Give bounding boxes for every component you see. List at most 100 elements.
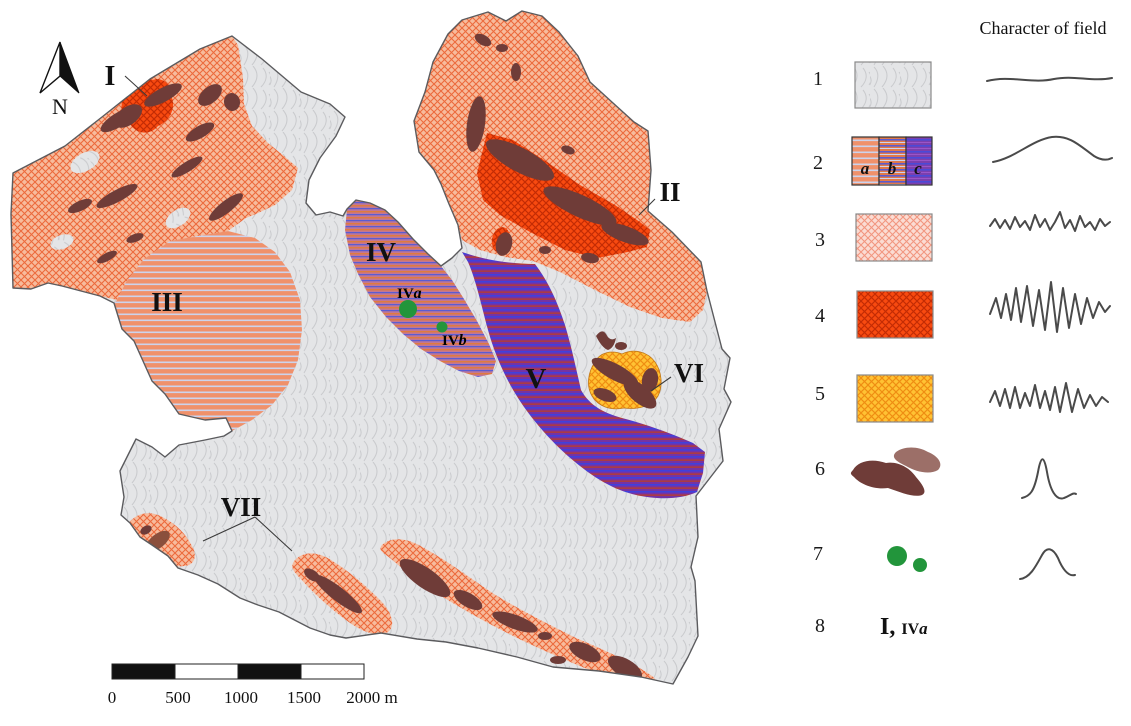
region-label-II: II <box>659 177 680 207</box>
brown-body <box>96 183 138 209</box>
gray-window <box>70 150 100 174</box>
brown-body <box>485 139 555 181</box>
region-III <box>114 231 302 431</box>
brown-body-light <box>893 447 941 473</box>
region-label-VI: VI <box>674 358 704 388</box>
point-IVa-dot <box>399 300 417 318</box>
legend-num-3: 3 <box>815 229 825 251</box>
brown-body <box>453 589 483 611</box>
brown-body <box>591 357 639 387</box>
point-label-IVb: IVb <box>442 332 467 349</box>
field-curve-5-medium-jitter <box>989 382 1109 413</box>
brown-body <box>615 342 627 350</box>
legend-num-6: 6 <box>815 458 825 480</box>
brown-body <box>561 145 575 155</box>
region-label-VII: VII <box>221 492 262 522</box>
legend-num-1: 1 <box>813 68 823 90</box>
legend-num-7: 7 <box>813 543 823 565</box>
brown-body <box>185 122 215 142</box>
brown-body <box>495 232 513 256</box>
green-dot-small <box>913 558 927 572</box>
leader-line-region-II <box>638 198 656 216</box>
field-curve-4-large-jitter <box>989 281 1111 333</box>
brown-bodies-northwest <box>68 83 243 277</box>
brown-body <box>543 186 617 226</box>
region-IV <box>345 200 496 377</box>
brown-body <box>601 222 649 246</box>
brown-body <box>496 44 508 52</box>
scale-bar: 0 500 1000 1500 2000 m <box>108 663 398 707</box>
legend-num-4: 4 <box>815 305 825 327</box>
brown-body <box>596 331 616 350</box>
leader-lines-region-VII <box>202 516 293 552</box>
brown-body-dark <box>850 460 925 496</box>
brown-body <box>140 525 152 535</box>
scale-tick-0: 0 <box>108 688 117 707</box>
legend-num-2: 2 <box>813 152 823 174</box>
legend: Character of field 1 2 3 4 5 6 7 8 a b c <box>813 18 1113 640</box>
brown-body <box>171 156 203 178</box>
region-VII-bodies <box>126 513 657 684</box>
scale-segment <box>237 663 302 680</box>
legend-swatch-2b <box>878 136 907 186</box>
legend-sample-label: I, IVa <box>880 614 928 640</box>
brown-body <box>538 632 552 640</box>
brown-body <box>198 84 222 106</box>
brown-body <box>539 246 551 254</box>
region-label-I: I <box>105 61 116 92</box>
brown-body <box>641 368 659 392</box>
legend-swatch-2-striped-complex: a b c <box>851 136 933 186</box>
field-curve-6-sharp-peak <box>1021 458 1077 500</box>
brown-body <box>474 33 492 47</box>
brown-body <box>581 252 599 264</box>
north-arrow-right-wing <box>59 41 80 94</box>
brown-body <box>97 250 117 264</box>
brown-bodies-region-VI <box>591 331 659 409</box>
region-label-V: V <box>526 363 547 395</box>
scale-segment <box>174 663 239 680</box>
brown-body <box>593 388 617 402</box>
brown-body <box>569 641 601 663</box>
brown-body <box>126 233 144 243</box>
brown-body <box>223 93 241 111</box>
gray-window <box>165 207 191 229</box>
brown-body <box>113 104 143 128</box>
legend-cell-label-b: b <box>888 159 897 178</box>
field-curve-7-smooth-hump <box>1019 548 1076 580</box>
map-regions <box>11 11 731 684</box>
map-area: I II III IV V VI VII IVa IVb N 0 500 100… <box>10 10 732 707</box>
field-curve-3-small-jitter <box>989 211 1111 232</box>
brown-body <box>492 611 538 633</box>
scale-tick-1000: 1000 <box>224 688 258 707</box>
legend-swatch-2c <box>905 136 933 186</box>
north-arrow-left-wing <box>39 41 61 94</box>
leader-line-region-VI <box>650 376 672 392</box>
legend-swatch-2a <box>851 136 880 186</box>
scale-segment <box>111 663 176 680</box>
gray-window <box>50 234 74 250</box>
point-IVb-dot <box>436 321 448 333</box>
legend-swatch-7-green-dots <box>887 546 927 572</box>
scale-segment <box>300 663 365 680</box>
scale-tick-2000m: 2000 m <box>346 688 397 707</box>
legend-num-8: 8 <box>815 615 825 637</box>
legend-swatch-3-pink <box>855 213 933 262</box>
green-dot-large <box>887 546 907 566</box>
brown-body <box>623 379 657 409</box>
brown-body <box>68 198 92 214</box>
legend-num-5: 5 <box>815 383 825 405</box>
brown-body <box>144 83 182 107</box>
north-arrow: N <box>39 41 80 119</box>
field-curve-1-flat <box>986 76 1113 82</box>
point-label-IVa: IVa <box>397 285 422 302</box>
brown-body <box>209 193 243 221</box>
scale-tick-500: 500 <box>165 688 191 707</box>
legend-swatch-4-red <box>856 290 934 339</box>
brown-body <box>607 655 643 681</box>
brown-body <box>313 574 363 614</box>
region-label-III: III <box>151 287 183 317</box>
legend-swatch-6-brown-bodies <box>850 447 941 496</box>
field-curve-2-broad-hump <box>992 135 1113 163</box>
region-V <box>462 252 705 499</box>
